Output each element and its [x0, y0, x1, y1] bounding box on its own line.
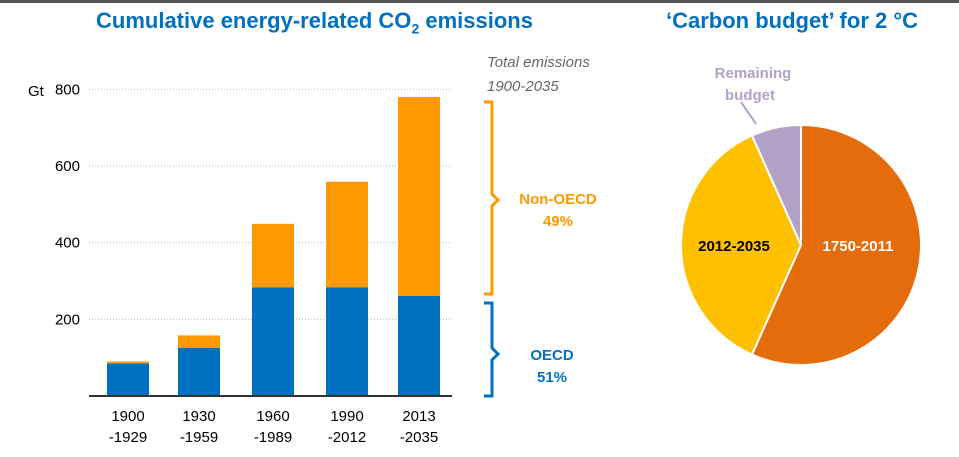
- y-axis-unit: Gt: [28, 83, 45, 100]
- bar-oecd-2013: [398, 295, 440, 396]
- x-tick-1930: 1930: [182, 408, 215, 425]
- y-tick-800: 800: [55, 81, 80, 98]
- x-tick-2013: 2013: [402, 408, 435, 425]
- bar-oecd-1990: [326, 287, 368, 396]
- pie-slice-1750-2011: [750, 123, 922, 366]
- slice-label-1750-2011: 1750-2011: [823, 238, 894, 255]
- oecd-bracket: [484, 301, 501, 398]
- bar-non-oecd-1960: [252, 223, 294, 288]
- non-oecd-label: Non-OECD: [519, 191, 597, 208]
- title-subscript: 2: [411, 20, 420, 37]
- non-oecd-share: 49%: [543, 213, 573, 230]
- title-text: Cumulative energy-related CO: [96, 8, 412, 33]
- slice-label-2012-2035: 2012-2035: [698, 238, 770, 255]
- remaining-budget-label: Remaining: [715, 65, 792, 82]
- bar-non-oecd-1930: [178, 335, 220, 348]
- bar-non-oecd-1990: [326, 181, 368, 288]
- x-tick-1990: 1990: [330, 408, 363, 425]
- remaining-budget-label-2: budget: [725, 87, 775, 104]
- x-tick-1960-end: -1989: [254, 429, 292, 446]
- y-tick-200: 200: [55, 311, 80, 328]
- total-emissions-range: 1900-2035: [487, 78, 559, 95]
- x-tick-1960: 1960: [256, 408, 289, 425]
- y-tick-600: 600: [55, 158, 80, 175]
- title-text-end: emissions: [419, 8, 533, 33]
- pie-slice-remaining-budget: [750, 123, 802, 246]
- oecd-share: 51%: [537, 369, 567, 386]
- non-oecd-bracket: [484, 100, 501, 296]
- x-tick-1900-end: -1929: [109, 429, 147, 446]
- bar-oecd-1960: [252, 287, 294, 396]
- total-emissions-label: Total emissions: [487, 54, 590, 71]
- x-tick-1930-end: -1959: [180, 429, 218, 446]
- oecd-label: OECD: [530, 347, 574, 364]
- bar-oecd-1900: [107, 363, 149, 396]
- remaining-budget-leader: [740, 101, 757, 125]
- pie-chart-title: ‘Carbon budget’ for 2 °C: [666, 8, 919, 33]
- bar-non-oecd-2013: [398, 96, 440, 296]
- x-tick-1900: 1900: [111, 408, 144, 425]
- x-tick-1990-end: -2012: [328, 429, 366, 446]
- pie-slice-2012-2035: [680, 134, 803, 356]
- bar-chart-title: Cumulative energy-related CO2 emissions: [96, 8, 533, 36]
- bar-non-oecd-1900: [107, 361, 149, 364]
- y-tick-400: 400: [55, 235, 80, 252]
- top-border: [0, 0, 959, 3]
- x-tick-2013-end: -2035: [400, 429, 438, 446]
- bar-oecd-1930: [178, 347, 220, 396]
